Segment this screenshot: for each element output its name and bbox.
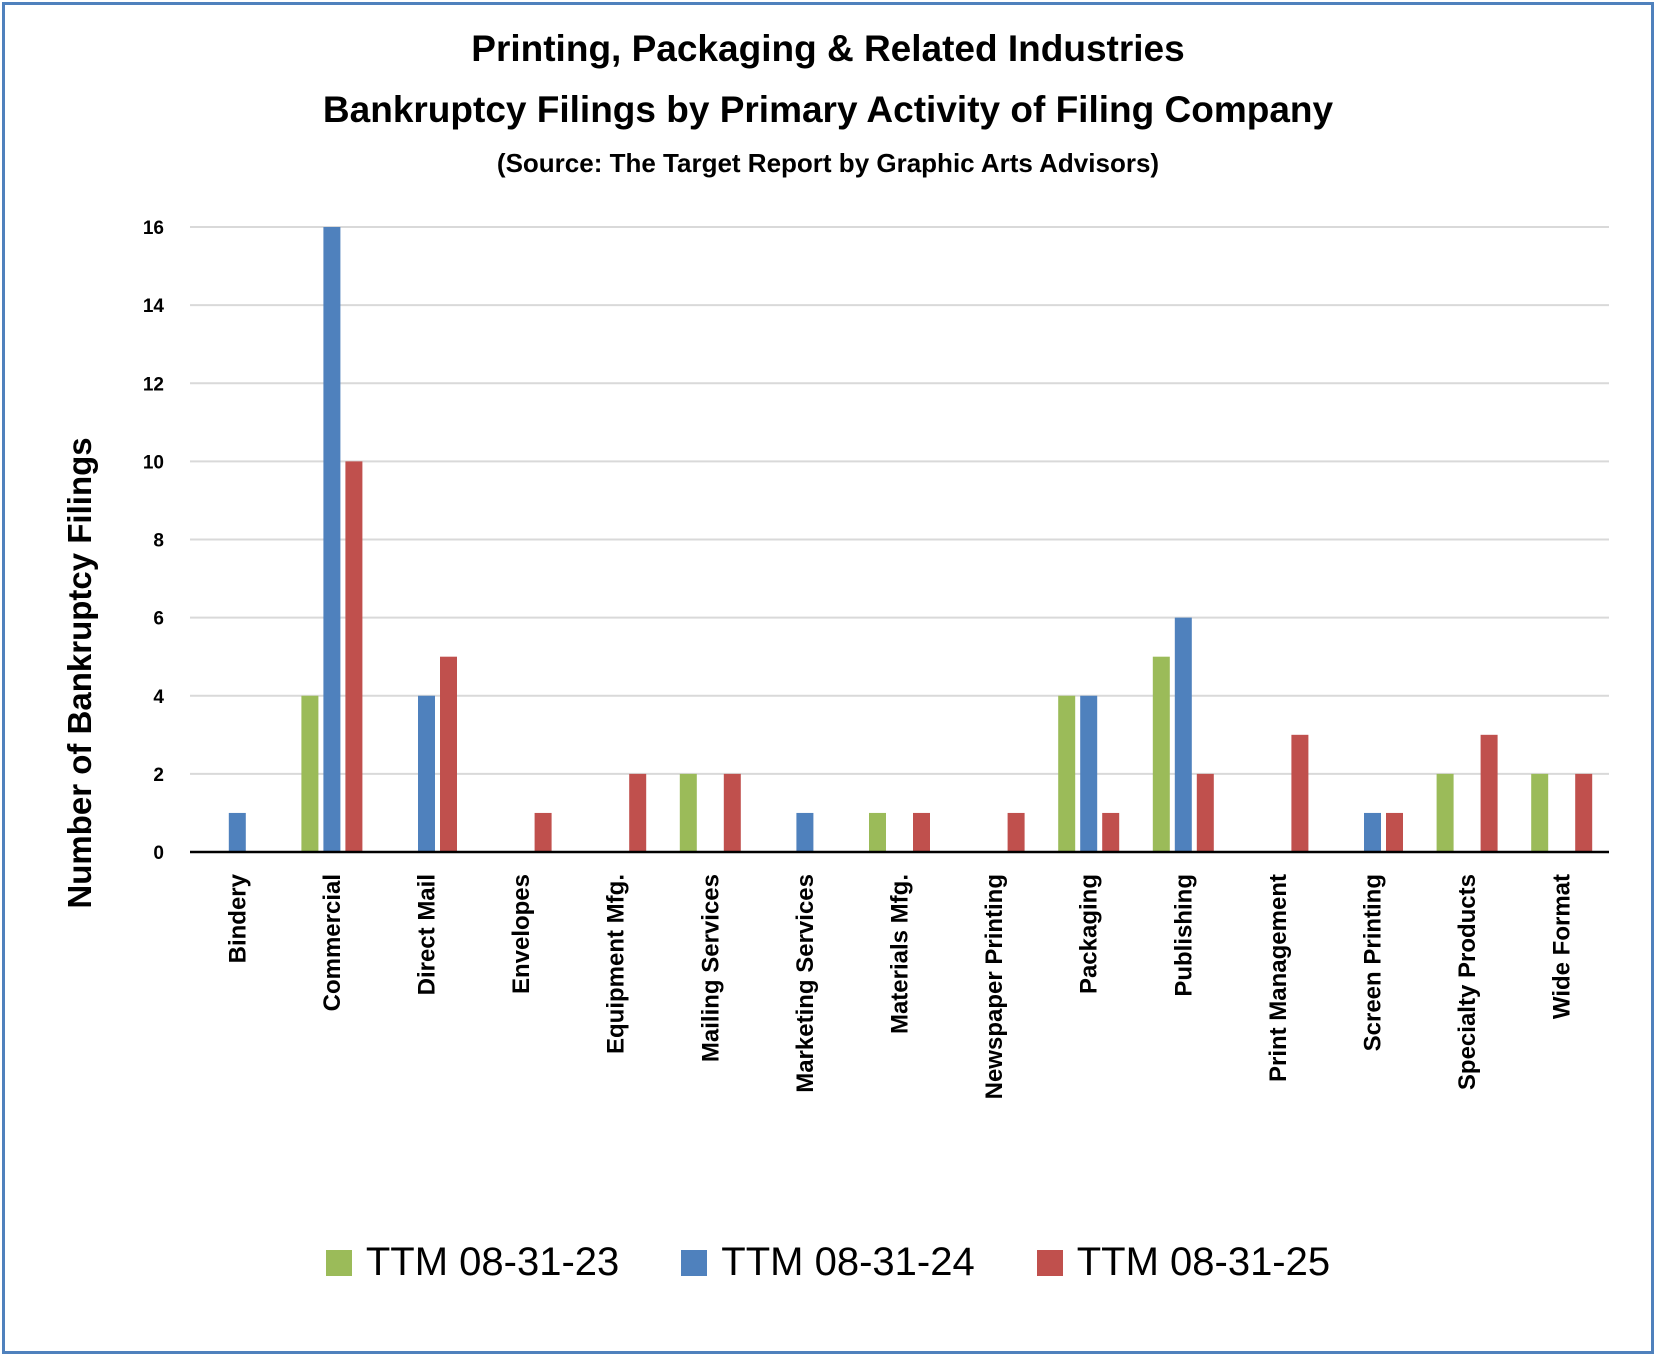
bar-ttm-08-31-25: [1102, 812, 1120, 852]
bar-ttm-08-31-25: [723, 773, 741, 852]
x-tick-label: Materials Mfg.: [887, 874, 914, 1034]
legend: TTM 08-31-23 TTM 08-31-24 TTM 08-31-25: [0, 1240, 1656, 1285]
chart-title: Printing, Packaging & Related Industries: [471, 28, 1185, 69]
legend-swatch: [1036, 1249, 1063, 1276]
y-tick-label: 0: [153, 843, 164, 864]
bar-ttm-08-31-24: [323, 227, 341, 852]
x-tick-label: Specialty Products: [1454, 874, 1481, 1090]
bar-ttm-08-31-24: [418, 695, 435, 852]
x-tick-label: Mailing Services: [697, 874, 724, 1062]
bar-ttm-08-31-24: [228, 812, 246, 852]
legend-label: TTM 08-31-25: [1076, 1240, 1331, 1284]
bar-ttm-08-31-23: [1058, 695, 1076, 852]
x-tick-label: Marketing Services: [792, 874, 819, 1093]
y-axis-title: Number of Bankruptcy Filings: [61, 437, 98, 908]
bar-ttm-08-31-25: [913, 812, 930, 852]
bar-ttm-08-31-23: [301, 695, 319, 852]
x-tick-label: Bindery: [224, 873, 251, 963]
bar-ttm-08-31-25: [534, 812, 552, 852]
bar-ttm-08-31-24: [1080, 695, 1098, 852]
bar-ttm-08-31-25: [1386, 812, 1403, 852]
bar-ttm-08-31-23: [1531, 773, 1549, 852]
legend-item: TTM 08-31-25: [1036, 1240, 1331, 1285]
chart-subtitle: Bankruptcy Filings by Primary Activity o…: [322, 89, 1334, 130]
chart-source: (Source: The Target Report by Graphic Ar…: [496, 148, 1160, 178]
y-tick-label: 2: [153, 765, 164, 786]
y-tick-label: 4: [153, 687, 164, 708]
y-tick-label: 6: [153, 609, 164, 630]
x-tick-label: Wide Format: [1549, 874, 1576, 1019]
x-tick-label: Print Management: [1265, 874, 1292, 1082]
legend-swatch: [325, 1249, 352, 1276]
legend-label: TTM 08-31-24: [721, 1240, 975, 1284]
x-tick-label: Commercial: [319, 874, 346, 1011]
bar-ttm-08-31-25: [1480, 734, 1498, 852]
bar-ttm-08-31-23: [869, 812, 886, 852]
legend-item: TTM 08-31-24: [681, 1240, 975, 1285]
y-tick-label: 8: [153, 531, 164, 552]
legend-item: TTM 08-31-23: [325, 1240, 620, 1285]
y-tick-label: 12: [143, 374, 164, 395]
bar-ttm-08-31-25: [345, 461, 363, 852]
bar-ttm-08-31-24: [1174, 617, 1192, 852]
legend-label: TTM 08-31-23: [365, 1240, 620, 1284]
bar-ttm-08-31-25: [1007, 812, 1025, 852]
x-tick-label: Newspaper Printing: [981, 874, 1008, 1099]
bar-ttm-08-31-25: [1575, 773, 1593, 852]
bar-ttm-08-31-25: [1196, 773, 1214, 852]
x-tick-label: Packaging: [1076, 874, 1103, 994]
bar-ttm-08-31-24: [1364, 812, 1381, 852]
x-tick-label: Publishing: [1170, 874, 1197, 997]
bar-ttm-08-31-23: [679, 773, 697, 852]
bar-ttm-08-31-25: [440, 656, 457, 852]
x-tick-label: Screen Printing: [1360, 874, 1387, 1051]
legend-swatch: [681, 1249, 708, 1276]
x-tick-label: Direct Mail: [414, 874, 441, 995]
y-tick-label: 16: [143, 218, 164, 239]
bar-ttm-08-31-24: [796, 812, 814, 852]
bar-ttm-08-31-25: [629, 773, 647, 852]
bar-ttm-08-31-23: [1436, 773, 1454, 852]
bar-ttm-08-31-23: [1152, 656, 1170, 852]
y-tick-label: 14: [143, 296, 165, 317]
x-tick-label: Equipment Mfg.: [603, 874, 630, 1054]
bar-ttm-08-31-25: [1291, 734, 1309, 852]
x-tick-label: Envelopes: [508, 874, 535, 994]
y-tick-label: 10: [143, 452, 164, 473]
